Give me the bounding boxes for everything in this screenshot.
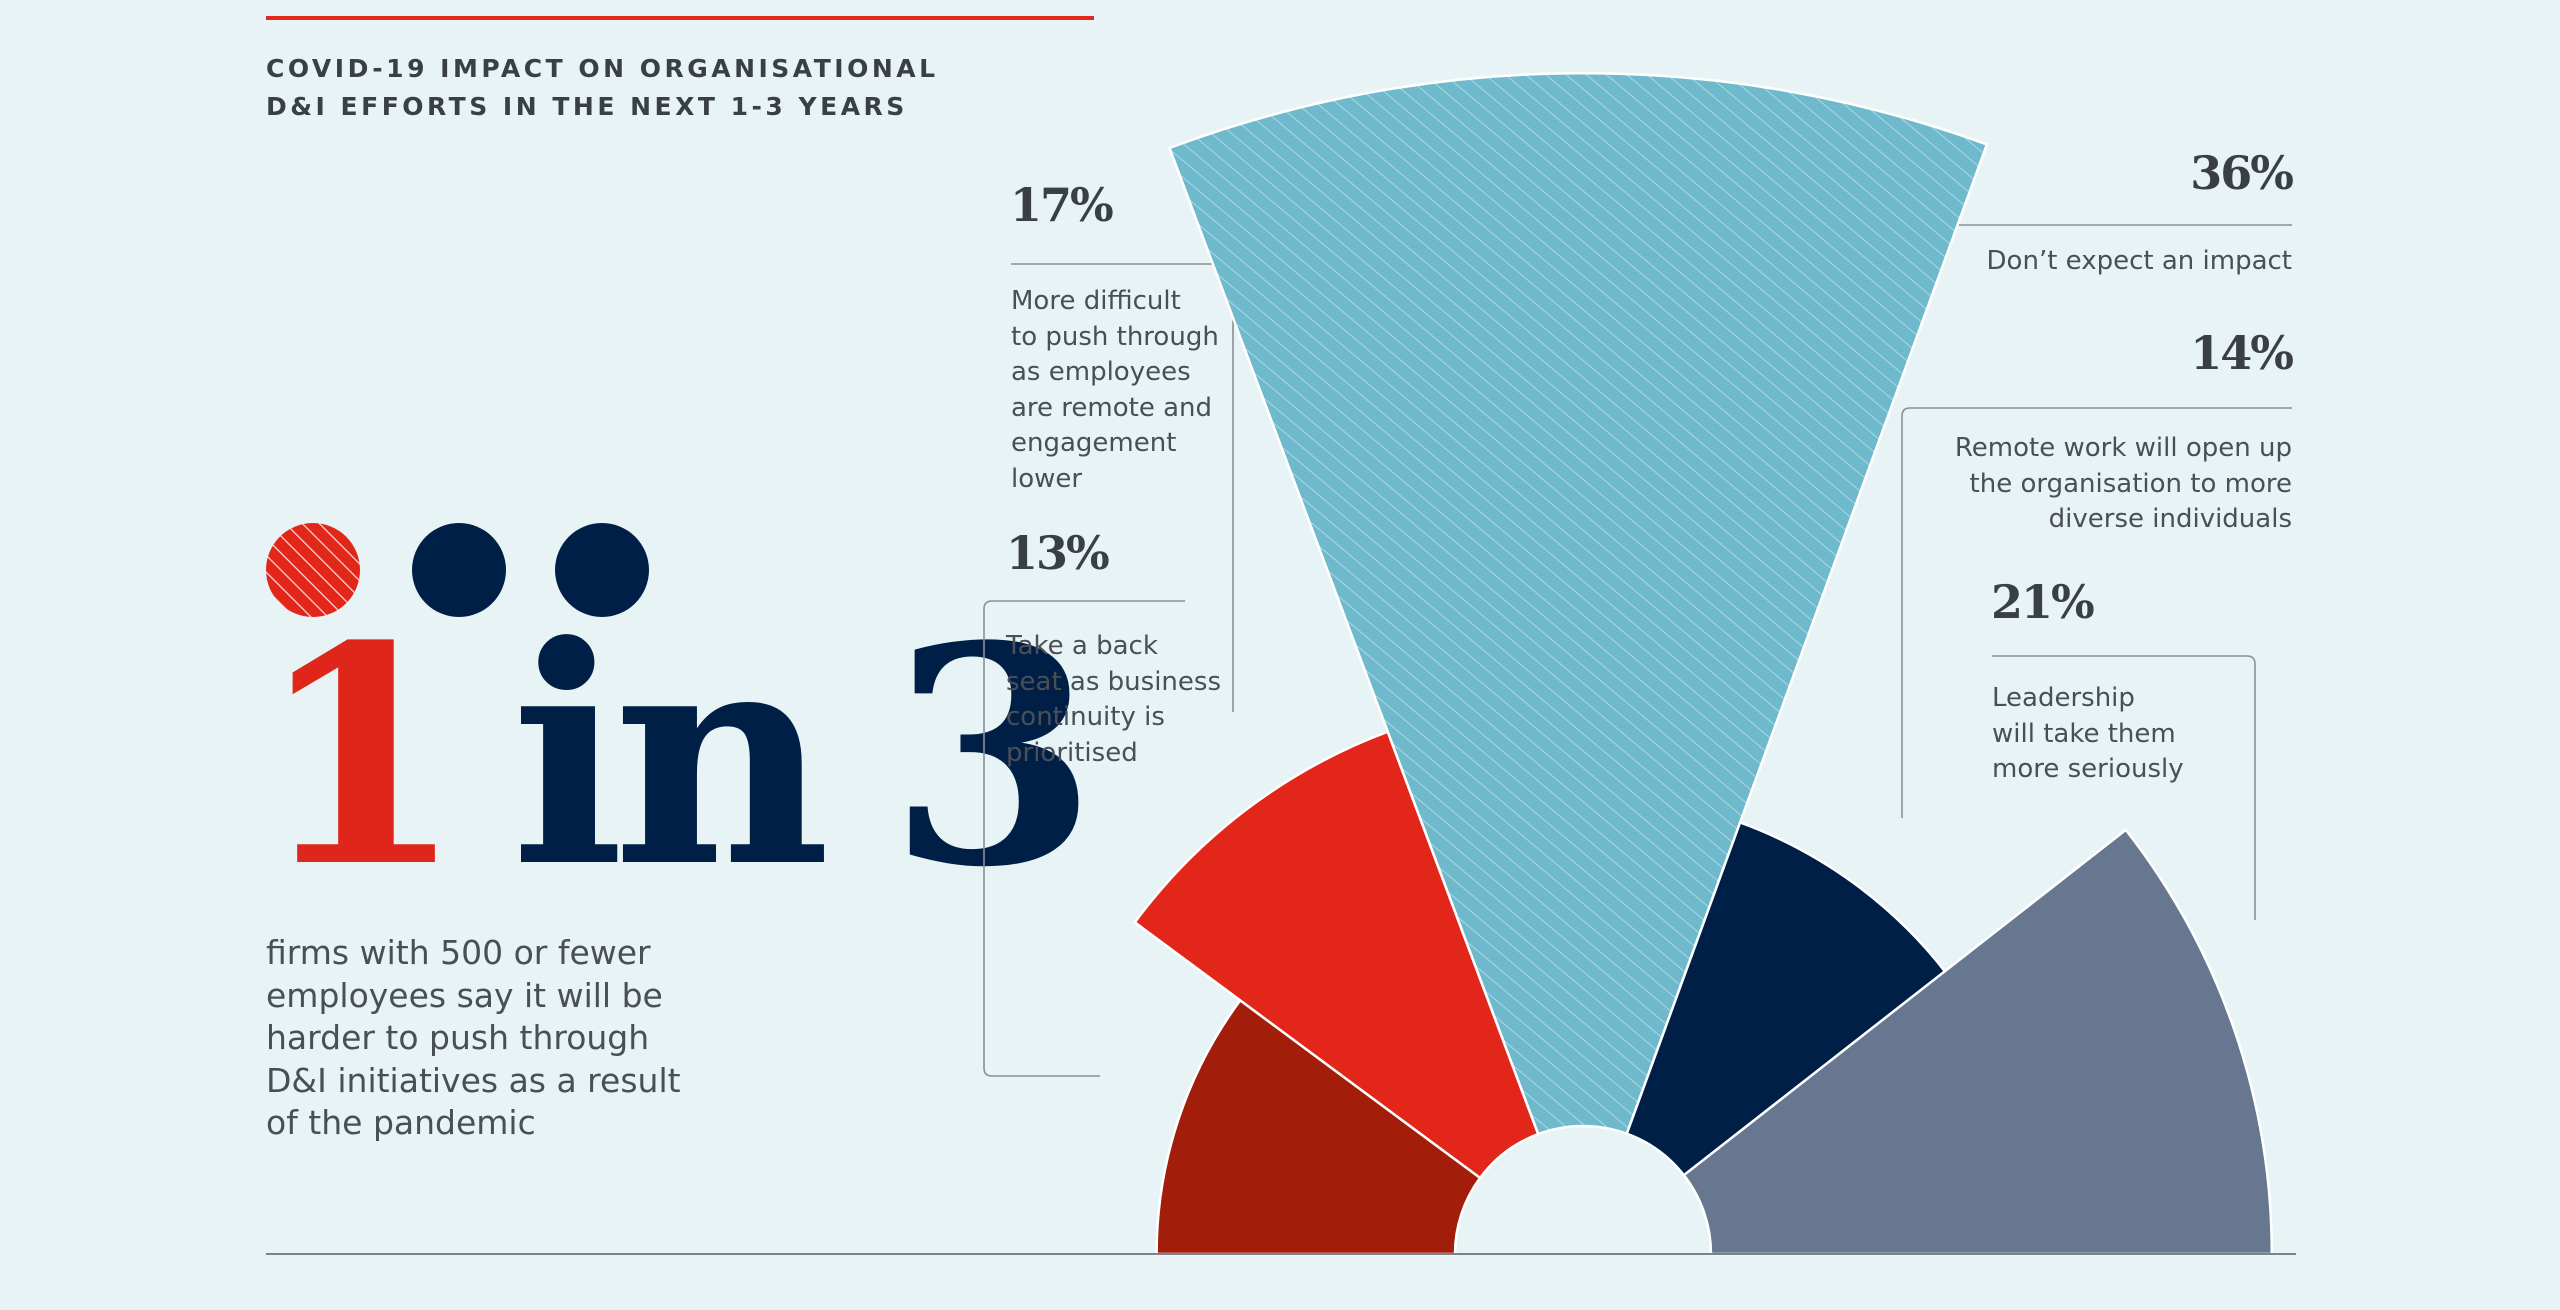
ratio-dots xyxy=(266,523,649,617)
slice-label-14-line: diverse individuals xyxy=(2048,504,2292,534)
headline-number-1: 1 xyxy=(256,580,465,933)
subtext-line-1: firms with 500 or fewer xyxy=(266,933,651,972)
subtext-line-4: D&I initiatives as a result xyxy=(266,1060,681,1100)
slice-label-21-line: more seriously xyxy=(1992,754,2184,784)
slice-36 xyxy=(1168,71,1989,1136)
slice-label-14-line: the organisation to more xyxy=(1969,468,2292,499)
navy-dot-1 xyxy=(412,523,506,617)
slice-label-21: Leadership will take them more seriously xyxy=(1992,681,2184,788)
value-label-17: 17% xyxy=(1010,178,1114,232)
slice-label-36-line: Don’t expect an impact xyxy=(1986,246,2292,276)
slice-label-13: Take a back seat as business continuity … xyxy=(1006,629,1221,771)
top-rule xyxy=(266,16,1094,20)
slice-17 xyxy=(1133,730,1540,1180)
subtext-line-5: of the pandemic xyxy=(266,1103,536,1142)
connector-21 xyxy=(1992,655,2256,920)
slice-label-36: Don’t expect an impact xyxy=(1987,244,2292,280)
slice-label-17-line: More difficult xyxy=(1011,286,1181,316)
slice-label-13-line: prioritised xyxy=(1006,737,1138,768)
connector-14 xyxy=(1901,407,2292,818)
slice-label-17-line: to push through xyxy=(1011,321,1219,352)
headline-number-3: 3 xyxy=(888,580,1098,933)
subtext-line-3: harder to push through xyxy=(266,1018,650,1057)
slice-21 xyxy=(1682,828,2274,1256)
subtext-line-2: employees say it will be xyxy=(266,975,663,1015)
slice-label-21-line: Leadership xyxy=(1992,683,2135,713)
slice-label-13-line: continuity is xyxy=(1006,702,1165,732)
value-label-13: 13% xyxy=(1006,526,1110,580)
slice-label-13-line: Take a back xyxy=(1006,631,1158,661)
slice-13 xyxy=(1155,999,1482,1256)
slice-label-17-line: engagement xyxy=(1011,428,1177,458)
slice-label-14-line: Remote work will open up xyxy=(1954,433,2292,463)
slice-label-13-line: seat as business xyxy=(1006,666,1221,697)
slice-label-14: Remote work will open up the organisatio… xyxy=(1955,431,2292,538)
value-label-14: 14% xyxy=(2190,326,2294,380)
slice-label-17-line: lower xyxy=(1011,463,1083,494)
baseline-rule xyxy=(266,1253,2296,1255)
chart-title: COVID-19 IMPACT ON ORGANISATIONAL D&I EF… xyxy=(266,50,939,126)
slice-label-17-line: are remote and xyxy=(1011,392,1213,423)
slice-label-21-line: will take them xyxy=(1992,718,2176,749)
hatched-red-dot xyxy=(266,523,360,617)
slice-label-17-line: as employees xyxy=(1011,357,1191,387)
title-line-1: COVID-19 IMPACT ON ORGANISATIONAL xyxy=(266,54,939,83)
value-label-21: 21% xyxy=(1991,575,2095,629)
navy-dot-2 xyxy=(555,523,649,617)
slice-label-17: More difficult to push through as employ… xyxy=(1011,284,1219,497)
title-line-2: D&I EFFORTS IN THE NEXT 1-3 YEARS xyxy=(266,92,908,121)
headline-subtext: firms with 500 or fewer employees say it… xyxy=(266,932,686,1145)
value-label-36: 36% xyxy=(2190,146,2294,200)
slice-14 xyxy=(1625,821,1947,1177)
headline-word-in: in xyxy=(510,580,831,933)
headline-stat: 1 in 3 xyxy=(256,592,1098,922)
connector-13 xyxy=(983,600,1185,1077)
